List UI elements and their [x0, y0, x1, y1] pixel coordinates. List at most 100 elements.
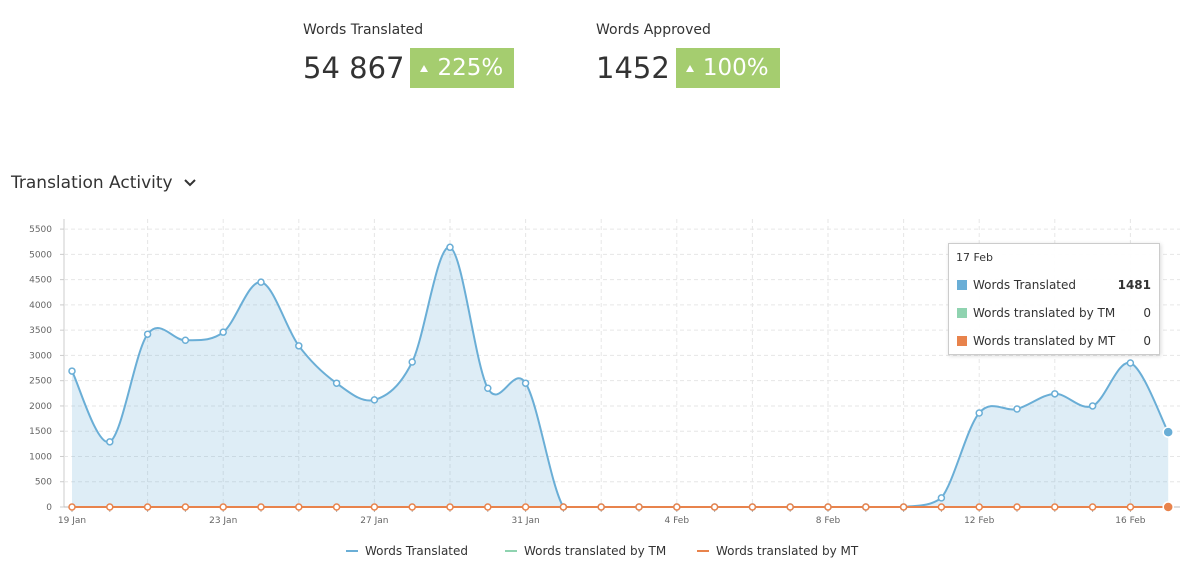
tooltip-value: 1481 [1117, 278, 1151, 292]
title-text: Translation Activity [11, 173, 173, 193]
x-tick-label: 12 Feb [964, 516, 995, 526]
point [710, 503, 719, 511]
point [635, 503, 643, 511]
point [1126, 503, 1135, 511]
point [106, 503, 114, 511]
point [1013, 503, 1021, 511]
point [143, 503, 152, 511]
y-tick-label: 3500 [29, 326, 52, 336]
point [937, 494, 946, 502]
point [106, 438, 114, 446]
point [1126, 359, 1135, 367]
stat-change: 225% [410, 48, 515, 88]
point [408, 503, 416, 511]
y-tick-label: 2500 [29, 377, 52, 387]
point [862, 503, 870, 511]
tooltip-label: Words Translated [973, 278, 1077, 292]
chevron [183, 179, 196, 187]
point [446, 503, 454, 511]
legend-label: Words Translated [365, 544, 468, 558]
legend-label: Words translated by MT [716, 544, 859, 558]
legend-label: Words translated by TM [524, 544, 666, 558]
point [219, 328, 227, 336]
point [748, 503, 757, 511]
point [975, 503, 983, 511]
x-tick-label: 4 Feb [665, 516, 690, 526]
up-arrow [685, 64, 694, 72]
y-tick-label: 500 [35, 478, 52, 488]
point [370, 503, 379, 511]
point [597, 503, 605, 511]
stat-value: 54 867 [303, 51, 405, 85]
y-tick-label: 1500 [29, 427, 52, 437]
y-tick-label: 5000 [29, 250, 52, 260]
up-arrow [420, 64, 429, 72]
tooltip-label: Words translated by TM [973, 306, 1116, 320]
point [257, 503, 265, 511]
y-tick-label: 4000 [29, 301, 52, 311]
area [72, 247, 1169, 507]
tooltip-row: Words translated by TM 0 [957, 306, 1151, 320]
point [295, 503, 303, 511]
point [1051, 503, 1059, 511]
stat-card: Words Translated 54 867 225% [303, 22, 515, 88]
tooltip-swatch [957, 336, 967, 346]
point [295, 342, 303, 350]
point [1162, 426, 1174, 438]
stat-label: Words Approved [596, 22, 711, 38]
point [559, 503, 568, 511]
point [937, 503, 946, 511]
point [824, 503, 832, 511]
point [408, 358, 416, 366]
point [181, 336, 190, 345]
point [219, 503, 227, 511]
point [1088, 402, 1097, 410]
section-title[interactable]: Translation Activity [11, 173, 197, 193]
point [1162, 501, 1174, 513]
point [68, 367, 76, 375]
point [181, 503, 190, 511]
tooltip-value: 0 [1143, 306, 1151, 320]
tooltip-value: 0 [1143, 334, 1151, 348]
stat-label: Words Translated [303, 22, 424, 38]
y-tick-label: 4500 [29, 276, 52, 286]
x-tick-label: 31 Jan [512, 516, 540, 526]
point [484, 503, 492, 511]
x-tick-label: 16 Feb [1115, 516, 1146, 526]
y-tick-label: 3000 [29, 351, 52, 361]
point [484, 384, 492, 393]
x-tick-label: 19 Jan [58, 516, 86, 526]
tooltip-title: 17 Feb [956, 251, 993, 264]
point [521, 379, 530, 387]
tooltip-swatch [957, 308, 967, 318]
point [786, 503, 794, 511]
point [1088, 503, 1097, 511]
stat-value: 1452 [596, 51, 670, 85]
stat-change-text: 225% [437, 55, 504, 81]
point [1013, 405, 1021, 413]
point [899, 503, 908, 511]
point [521, 503, 530, 511]
stat-change: 100% [675, 48, 780, 88]
point [1051, 390, 1059, 398]
point [143, 330, 152, 338]
point [446, 243, 454, 252]
tooltip-swatch [957, 280, 967, 290]
y-tick-label: 0 [46, 503, 52, 513]
point [332, 503, 341, 511]
stat-change-text: 100% [702, 55, 769, 81]
point [370, 396, 379, 404]
point [673, 503, 681, 511]
y-tick-label: 1000 [29, 452, 52, 462]
x-tick-label: 23 Jan [209, 516, 237, 526]
point [257, 278, 265, 286]
point [332, 379, 341, 387]
point [68, 503, 76, 511]
tooltip-row: Words Translated 1481 [957, 278, 1151, 292]
x-tick-label: 27 Jan [360, 516, 388, 526]
stat-card: Words Approved 1452 100% [596, 22, 780, 88]
x-tick-label: 8 Feb [816, 516, 841, 526]
y-tick-label: 2000 [29, 402, 52, 412]
